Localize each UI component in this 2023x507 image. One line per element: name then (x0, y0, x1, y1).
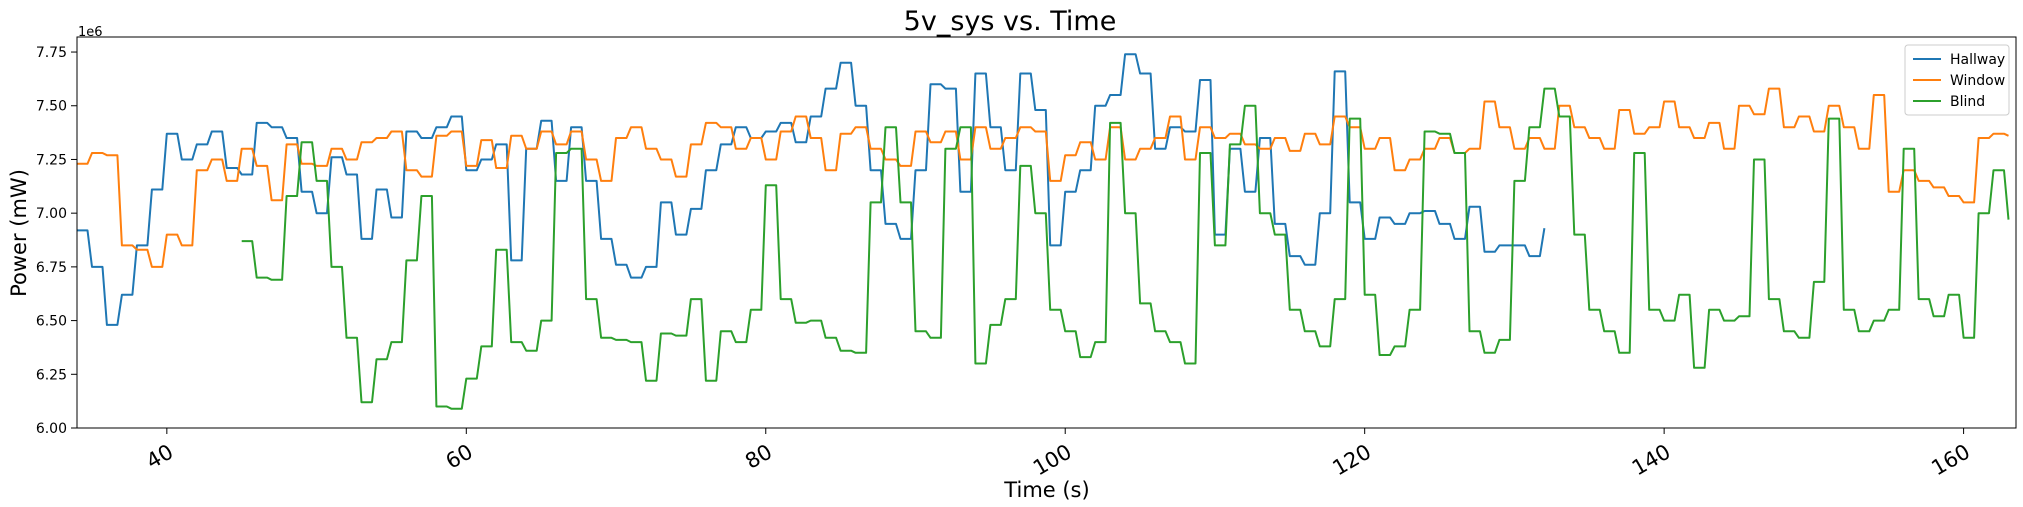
y-tick-label: 6.75 (36, 260, 67, 276)
legend-label-window: Window (1950, 73, 2005, 89)
x-tick-label: 40 (142, 440, 177, 474)
plot-area-frame (76, 36, 2017, 429)
x-tick-label: 160 (1927, 440, 1974, 481)
legend-label-hallway: Hallway (1950, 52, 2005, 68)
y-axis: 6.00 6.25 6.50 6.75 7.00 7.25 7.50 7.75 (36, 45, 77, 437)
chart-title: 5v_sys vs. Time (904, 6, 1117, 37)
x-tick-label: 120 (1328, 440, 1375, 481)
y-tick-label: 7.00 (36, 206, 67, 222)
series-line-hallway (77, 53, 1546, 326)
legend-box (1904, 44, 2010, 116)
y-tick-label: 6.50 (36, 314, 67, 330)
y-tick-label: 6.25 (36, 367, 67, 383)
legend: Hallway Window Blind (1904, 44, 2010, 116)
x-tick-label: 80 (741, 440, 776, 474)
x-axis-label: Time (s) (1003, 478, 1089, 502)
y-tick-label: 7.75 (36, 45, 67, 61)
y-tick-label: 6.00 (36, 421, 67, 437)
x-tick-label: 140 (1628, 440, 1675, 481)
legend-label-blind: Blind (1950, 94, 1985, 110)
series-layer (77, 53, 2010, 410)
x-axis: 40 60 80 100 120 140 160 (142, 428, 1974, 480)
y-tick-label: 7.25 (36, 152, 67, 168)
series-line-blind (241, 87, 2010, 410)
y-tick-label: 7.50 (36, 99, 67, 115)
y-axis-offset-label: 1e6 (78, 25, 103, 40)
y-axis-label: Power (mW) (7, 169, 31, 297)
x-tick-label: 60 (442, 440, 477, 474)
x-tick-label: 100 (1029, 440, 1076, 481)
series-line-window (77, 87, 2009, 268)
